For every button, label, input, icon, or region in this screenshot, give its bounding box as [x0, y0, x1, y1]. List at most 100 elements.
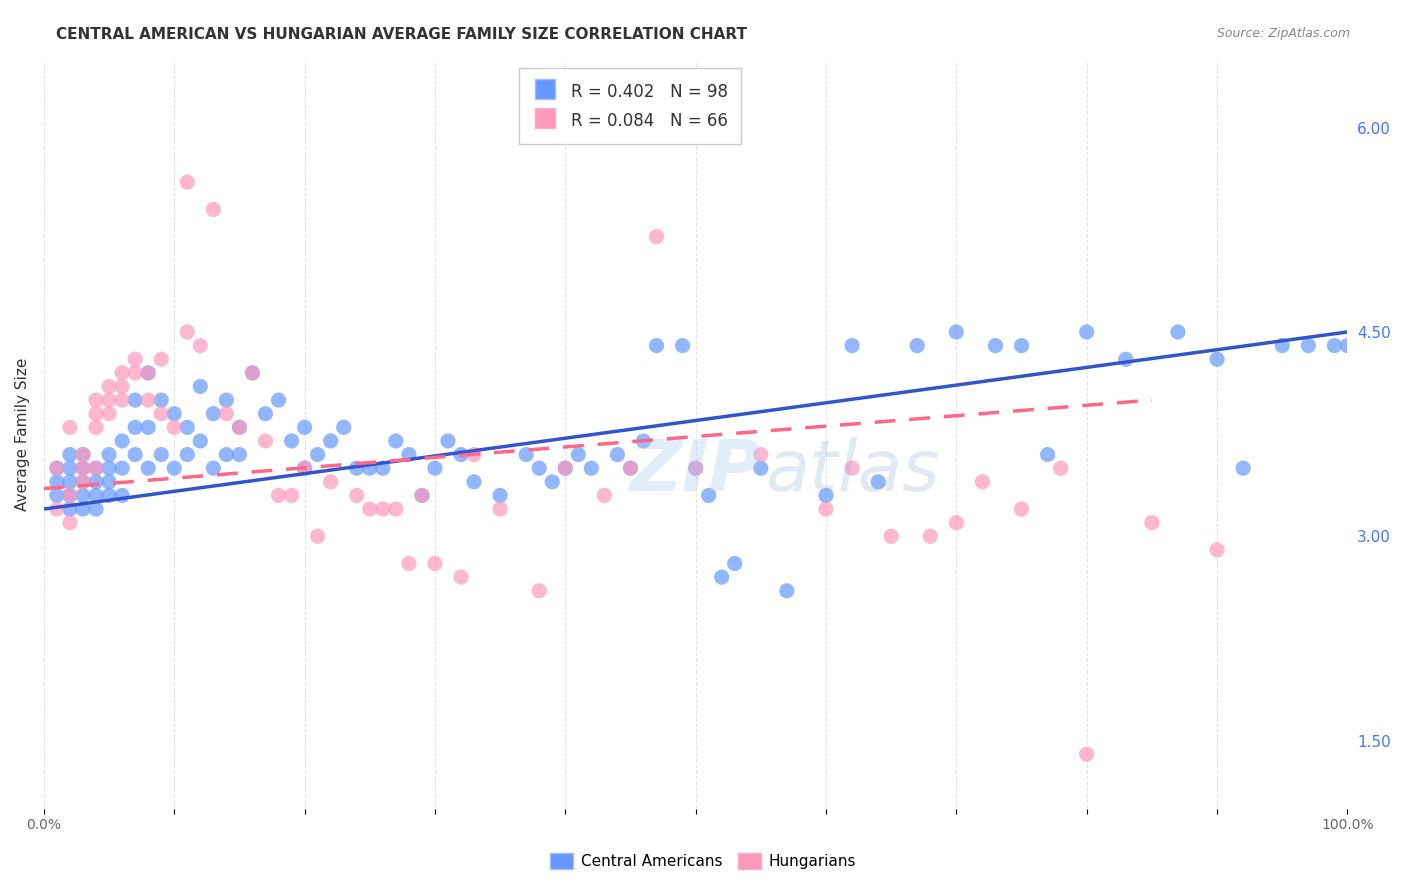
Point: [163, 420, 186, 434]
Point: [228, 420, 250, 434]
Point: [385, 434, 408, 448]
Point: [124, 448, 146, 462]
Point: [972, 475, 994, 489]
Point: [685, 461, 707, 475]
Point: [619, 461, 641, 475]
Point: [841, 461, 863, 475]
Point: [880, 529, 903, 543]
Point: [710, 570, 733, 584]
Point: [84, 461, 107, 475]
Point: [645, 338, 668, 352]
Point: [529, 461, 551, 475]
Point: [606, 448, 628, 462]
Point: [294, 461, 316, 475]
Point: [163, 407, 186, 421]
Point: [267, 488, 290, 502]
Point: [920, 529, 942, 543]
Point: [1011, 338, 1033, 352]
Point: [111, 488, 134, 502]
Point: [1206, 352, 1229, 367]
Point: [72, 461, 94, 475]
Point: [84, 488, 107, 502]
Point: [437, 434, 460, 448]
Point: [176, 448, 198, 462]
Point: [1323, 338, 1346, 352]
Point: [136, 393, 159, 408]
Point: [59, 502, 82, 516]
Point: [242, 366, 264, 380]
Point: [463, 448, 485, 462]
Point: [136, 461, 159, 475]
Point: [463, 475, 485, 489]
Point: [84, 393, 107, 408]
Point: [111, 379, 134, 393]
Legend: R = 0.402   N = 98, R = 0.084   N = 66: R = 0.402 N = 98, R = 0.084 N = 66: [519, 68, 741, 144]
Point: [163, 461, 186, 475]
Point: [671, 338, 693, 352]
Point: [371, 502, 394, 516]
Point: [697, 488, 720, 502]
Y-axis label: Average Family Size: Average Family Size: [15, 358, 30, 511]
Point: [267, 393, 290, 408]
Point: [45, 502, 67, 516]
Point: [150, 407, 173, 421]
Point: [111, 366, 134, 380]
Point: [398, 448, 420, 462]
Point: [619, 461, 641, 475]
Point: [319, 434, 342, 448]
Point: [59, 488, 82, 502]
Point: [202, 461, 225, 475]
Point: [294, 420, 316, 434]
Point: [1115, 352, 1137, 367]
Point: [280, 434, 302, 448]
Point: [905, 338, 928, 352]
Point: [72, 448, 94, 462]
Point: [176, 420, 198, 434]
Point: [749, 461, 772, 475]
Point: [254, 434, 277, 448]
Point: [98, 488, 121, 502]
Point: [814, 502, 837, 516]
Point: [45, 461, 67, 475]
Text: ZIP: ZIP: [630, 437, 762, 506]
Point: [945, 325, 967, 339]
Point: [124, 366, 146, 380]
Point: [215, 393, 238, 408]
Point: [84, 475, 107, 489]
Point: [346, 488, 368, 502]
Point: [685, 461, 707, 475]
Point: [1206, 542, 1229, 557]
Point: [150, 393, 173, 408]
Point: [215, 407, 238, 421]
Point: [59, 488, 82, 502]
Text: Source: ZipAtlas.com: Source: ZipAtlas.com: [1216, 27, 1350, 40]
Point: [346, 461, 368, 475]
Point: [541, 475, 564, 489]
Point: [1271, 338, 1294, 352]
Point: [724, 557, 747, 571]
Point: [1167, 325, 1189, 339]
Point: [489, 502, 512, 516]
Point: [593, 488, 616, 502]
Point: [124, 420, 146, 434]
Point: [45, 475, 67, 489]
Point: [111, 434, 134, 448]
Point: [515, 448, 537, 462]
Point: [45, 488, 67, 502]
Point: [150, 448, 173, 462]
Point: [984, 338, 1007, 352]
Point: [150, 352, 173, 367]
Point: [567, 448, 589, 462]
Point: [98, 448, 121, 462]
Point: [228, 448, 250, 462]
Point: [98, 461, 121, 475]
Point: [254, 407, 277, 421]
Point: [423, 461, 446, 475]
Point: [136, 366, 159, 380]
Point: [72, 461, 94, 475]
Text: atlas: atlas: [765, 437, 939, 506]
Point: [72, 475, 94, 489]
Point: [581, 461, 603, 475]
Point: [841, 338, 863, 352]
Point: [136, 366, 159, 380]
